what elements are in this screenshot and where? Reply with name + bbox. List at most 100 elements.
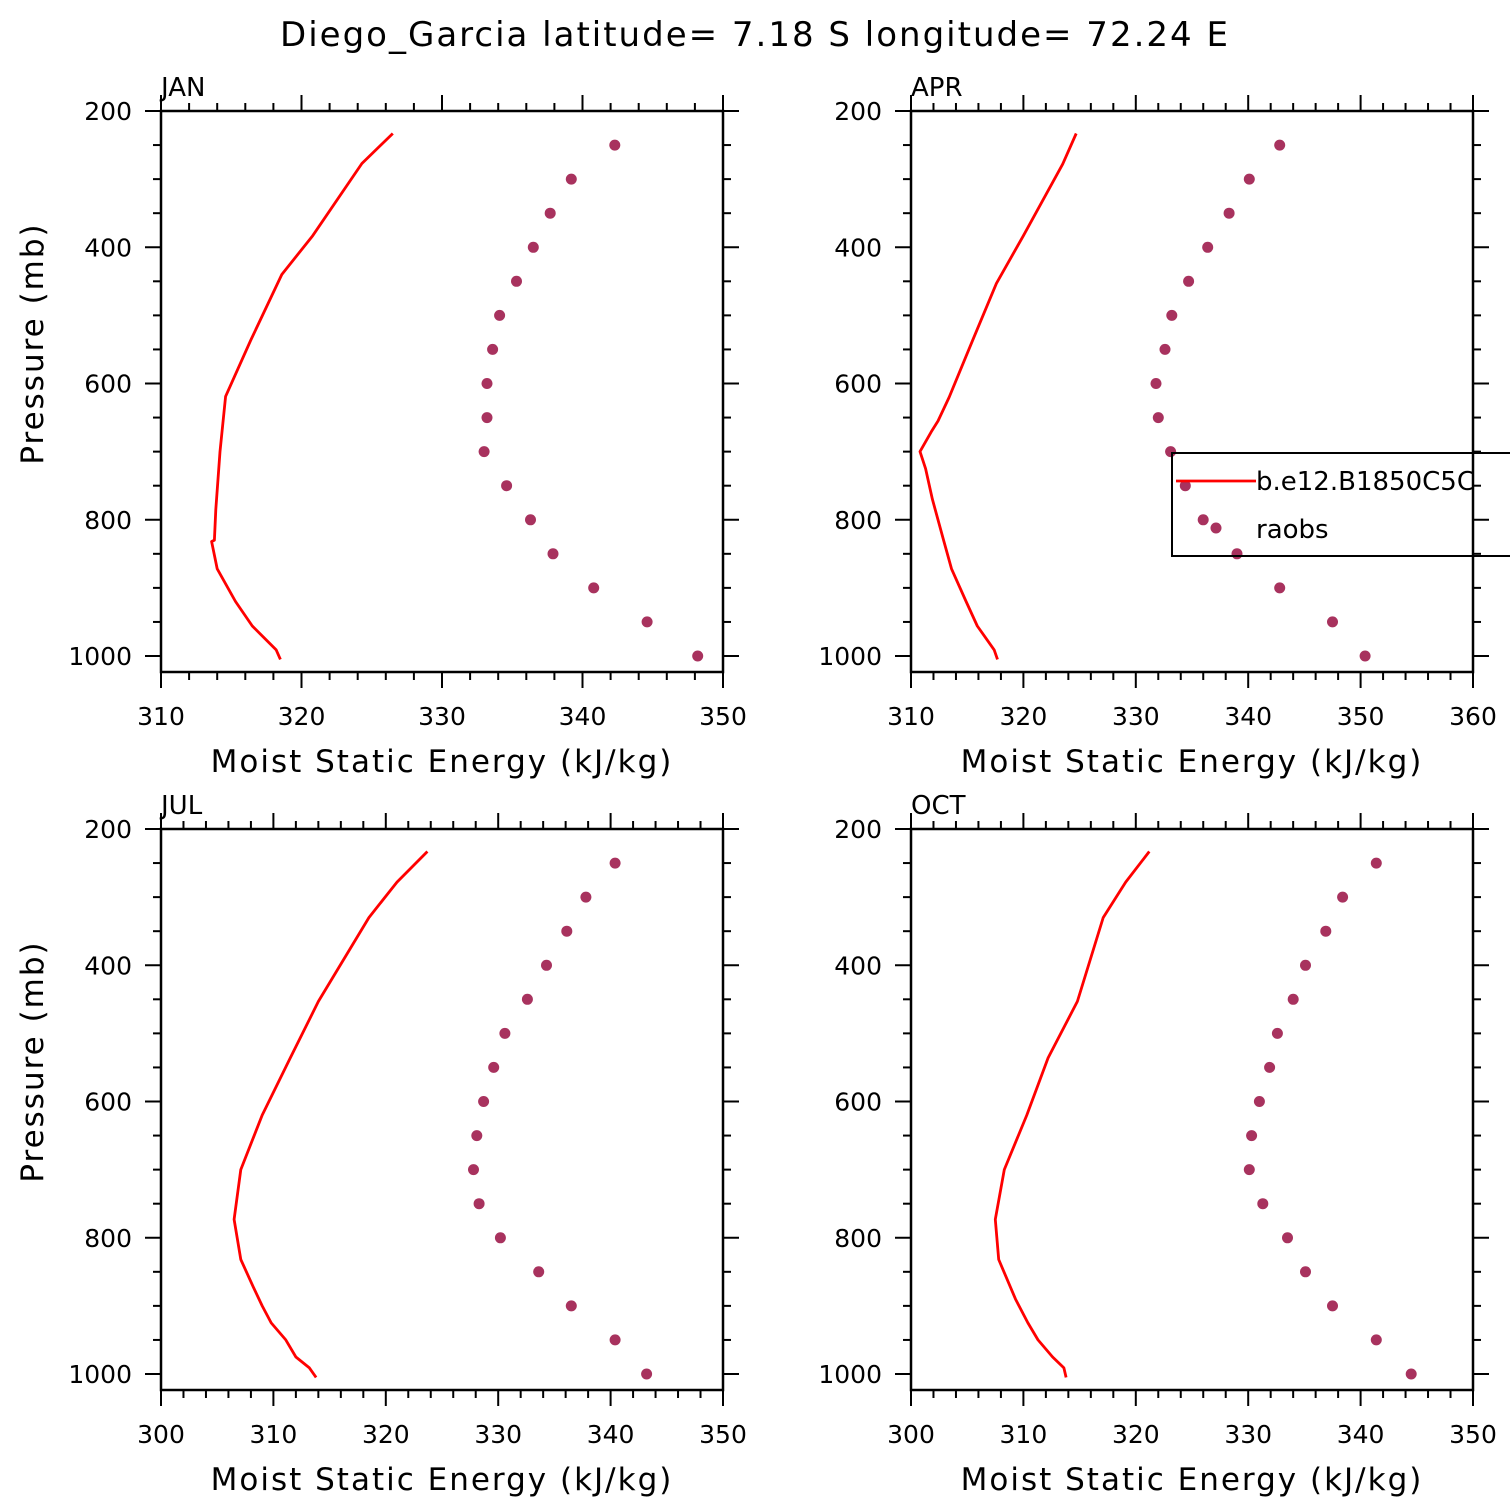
raobs-point xyxy=(541,959,552,971)
x-axis-label: Moist Static Energy (kJ/kg) xyxy=(961,1462,1424,1498)
x-tick-label: 360 xyxy=(1449,702,1497,731)
raobs-point xyxy=(1405,1368,1417,1380)
raobs-point xyxy=(488,1061,500,1073)
x-axis-label: Moist Static Energy (kJ/kg) xyxy=(211,744,674,780)
y-tick-label: 200 xyxy=(834,815,882,844)
raobs-point xyxy=(494,1232,506,1244)
raobs-point xyxy=(473,1198,485,1210)
y-tick-label: 200 xyxy=(84,97,132,126)
y-tick-label: 400 xyxy=(834,233,882,262)
raobs-point xyxy=(1152,412,1164,424)
x-tick-label: 340 xyxy=(559,702,607,731)
x-axis-label: Moist Static Energy (kJ/kg) xyxy=(961,744,1424,780)
x-tick-label: 320 xyxy=(362,1420,410,1449)
raobs-point xyxy=(501,480,513,492)
raobs-point xyxy=(588,582,600,594)
raobs-point xyxy=(1282,1232,1293,1244)
model-line xyxy=(210,132,394,660)
x-tick-label: 340 xyxy=(1337,1420,1385,1449)
raobs-point xyxy=(1370,857,1382,869)
panel-title: OCT xyxy=(911,791,966,821)
raobs-point xyxy=(487,343,499,355)
raobs-point xyxy=(1337,891,1349,903)
y-tick-label: 600 xyxy=(84,370,132,399)
legend-label-model: b.e12.B1850C5C xyxy=(1256,467,1475,497)
panel-jul: JUL 200 400 600 800 1000 300 310 320 330 340 350 Moi… xyxy=(15,791,747,1498)
raobs-point xyxy=(478,446,490,458)
y-tick-label: 400 xyxy=(84,233,132,262)
raobs-point xyxy=(1300,1266,1311,1278)
model-line xyxy=(993,850,1151,1378)
raobs-point xyxy=(1166,309,1178,321)
x-tick-label: 330 xyxy=(1112,702,1160,731)
model-line xyxy=(232,850,429,1379)
raobs-point xyxy=(1264,1061,1276,1073)
raobs-point xyxy=(692,650,704,662)
x-tick-label: 340 xyxy=(587,1420,635,1449)
y-tick-label: 400 xyxy=(834,951,882,980)
raobs-point xyxy=(609,857,621,869)
raobs-point xyxy=(1359,650,1371,662)
raobs-point xyxy=(1274,139,1286,151)
raobs-point xyxy=(565,173,577,185)
panel-apr: APR 200 400 600 800 1000 310 320 330 340 350 360 Moi… xyxy=(818,73,1496,780)
y-tick-label: 1000 xyxy=(818,642,882,671)
x-tick-label: 350 xyxy=(699,1420,747,1449)
legend: b.e12.B1850C5C raobs xyxy=(1171,452,1510,557)
x-tick-label: 330 xyxy=(1224,1420,1272,1449)
x-tick-label: 330 xyxy=(474,1420,522,1449)
raobs-point xyxy=(1257,1198,1269,1210)
raobs-point xyxy=(609,1334,621,1346)
raobs-point xyxy=(1159,343,1171,355)
y-tick-label: 400 xyxy=(84,951,132,980)
y-tick-label: 1000 xyxy=(818,1360,882,1389)
panel-oct: OCT 200 400 600 800 1000 300 310 320 330 340 350 Moi… xyxy=(818,791,1496,1498)
x-tick-label: 350 xyxy=(699,702,747,731)
y-tick-label: 800 xyxy=(84,506,132,535)
x-tick-label: 310 xyxy=(887,702,935,731)
y-tick-label: 1000 xyxy=(68,1360,132,1389)
plot-frame xyxy=(909,109,1475,674)
x-tick-label: 300 xyxy=(887,1420,935,1449)
raobs-point xyxy=(481,378,493,389)
y-tick-label: 1000 xyxy=(68,642,132,671)
raobs-point xyxy=(499,1027,511,1039)
x-tick-label: 350 xyxy=(1337,702,1385,731)
panels: JAN 200 400 600 800 1000 310 320 330 340 350 Moist … xyxy=(15,73,1510,1498)
x-axis-label: Moist Static Energy (kJ/kg) xyxy=(211,1462,674,1498)
raobs-point xyxy=(511,275,522,287)
legend-marker-swatch xyxy=(1210,522,1222,534)
x-tick-label: 350 xyxy=(1449,1420,1497,1449)
x-tick-label: 330 xyxy=(418,702,466,731)
raobs-point xyxy=(1223,207,1235,219)
y-tick-label: 200 xyxy=(84,815,132,844)
y-tick-label: 800 xyxy=(84,1224,132,1253)
raobs-point xyxy=(1300,959,1311,971)
raobs-point xyxy=(1243,1164,1255,1176)
raobs-point xyxy=(1246,1130,1258,1142)
raobs-point xyxy=(1150,378,1162,389)
raobs-point xyxy=(1274,582,1286,594)
panel-title: JUL xyxy=(159,791,203,821)
raobs-point xyxy=(1202,241,1214,253)
x-tick-label: 320 xyxy=(1112,1420,1160,1449)
raobs-point xyxy=(1327,616,1338,628)
plot-frame xyxy=(159,827,725,1392)
raobs-point xyxy=(481,412,493,424)
raobs-point xyxy=(565,1300,577,1312)
raobs-point xyxy=(468,1164,479,1176)
plot-frame xyxy=(159,109,725,674)
raobs-point xyxy=(1320,925,1332,937)
y-tick-label: 600 xyxy=(834,370,882,399)
raobs-point xyxy=(609,139,621,151)
raobs-point xyxy=(641,1368,653,1380)
raobs-point xyxy=(547,548,559,560)
x-tick-label: 320 xyxy=(278,702,326,731)
figure-title: Diego_Garcia latitude= 7.18 S longitude=… xyxy=(280,15,1230,55)
x-tick-label: 310 xyxy=(137,702,185,731)
raobs-point xyxy=(521,993,533,1005)
raobs-point xyxy=(1327,1300,1338,1312)
y-axis-label: Pressure (mb) xyxy=(15,222,51,464)
y-axis-label: Pressure (mb) xyxy=(15,940,51,1182)
